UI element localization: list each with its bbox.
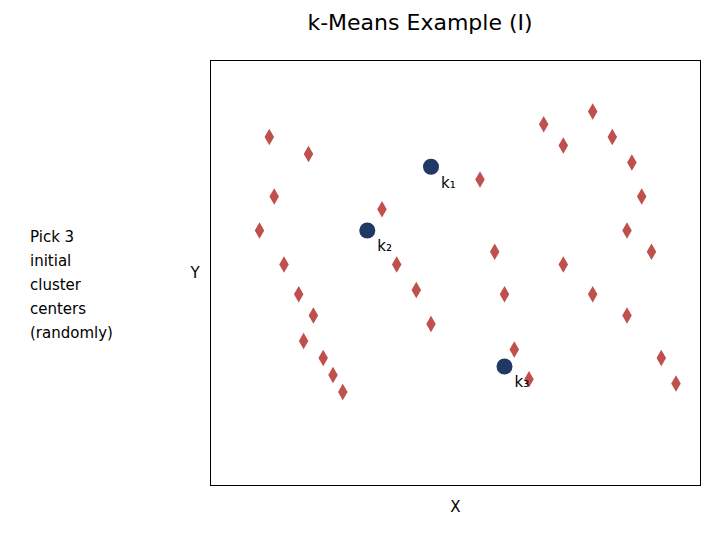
- svg-text:k₃: k₃: [515, 373, 530, 391]
- svg-text:X: X: [450, 498, 460, 516]
- svg-text:k₂: k₂: [377, 237, 392, 255]
- html-text:Pick 3 initial cluster centers: Pick 3 initial cluster centers (randomly…: [30, 228, 113, 342]
- svg-text:Y: Y: [190, 264, 201, 282]
- svg-text:k₁: k₁: [441, 174, 456, 192]
- html-text:k-Means Example (I): k-Means Example (I): [307, 10, 533, 35]
